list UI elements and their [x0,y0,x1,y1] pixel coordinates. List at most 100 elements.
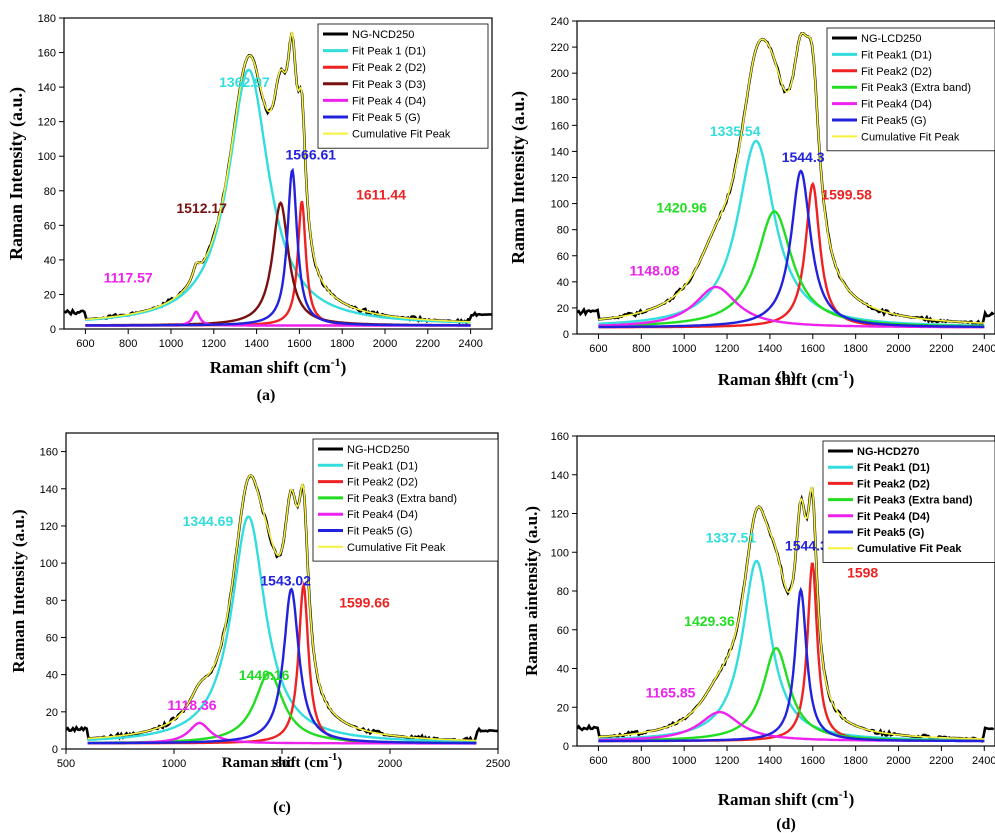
peak-annotation: 1566.61 [285,147,336,163]
y-tick-label: 0 [563,741,569,753]
x-tick-label: 800 [632,343,650,355]
x-tick-label: 1800 [843,755,867,767]
peak-annotation: 1344.69 [183,513,234,529]
x-tick-label: 1200 [202,338,226,350]
series-cumulative-fit [598,485,985,740]
legend: NG-NCD250 Fit Peak 1 (D1) Fit Peak 2 (D2) F… [317,23,489,149]
peak-annotation: 1598 [847,564,878,580]
panel-d: 600 800 1000 1200 1400 1600 1800 2000 2200 2400 0 2… [522,431,995,833]
panel-label: (a) [257,387,276,404]
x-tick-label: 500 [57,758,75,770]
x-tick-label: 1800 [330,338,354,350]
legend-entry: Fit Peak4 (D4) [861,99,932,111]
y-tick-label: 20 [46,707,58,719]
y-tick-label: 120 [40,521,58,533]
x-tick-label: 1200 [715,343,739,355]
legend-entry: Fit Peak3 (Extra band) [857,495,973,507]
series-fit-peak-1 [87,515,477,743]
x-tick-label: 1600 [801,343,825,355]
y-tick-label: 200 [551,68,569,80]
legend-entry: Fit Peak4 (D4) [857,511,930,523]
y-tick-label: 60 [44,220,56,232]
x-tick-label: 1600 [801,755,825,767]
panel-c: 500 1000 1500 2000 2500 0 20 40 60 80 100 120 140 160… [9,432,510,816]
peak-annotation: 1165.85 [646,685,696,701]
legend-entry: Cumulative Fit Peak [861,131,960,143]
legend-entry: Cumulative Fit Peak [857,543,962,555]
legend-entry: Fit Peak 4 (D4) [352,95,426,107]
y-tick-label: 80 [557,225,569,237]
x-tick-label: 1600 [287,338,311,350]
legend-entry: Fit Peak5 (G) [347,526,412,538]
y-tick-label: 240 [551,16,569,28]
y-tick-label: 40 [557,664,569,676]
peak-annotation: 1429.36 [684,613,735,629]
series-fit-peak-5 [598,169,985,329]
x-tick-label: 2000 [886,755,910,767]
y-tick-label: 20 [557,702,569,714]
legend-entry: Fit Peak3 (Extra band) [861,82,971,94]
x-tick-label: 2000 [373,338,397,350]
x-axis-label: Raman shift (cm-1) [718,787,854,809]
x-tick-label: 1800 [843,343,867,355]
x-tick-label: 1400 [758,755,782,767]
x-axis-label: Raman shift (cm-1) [210,355,346,377]
panel-label: (d) [776,816,796,833]
legend-entry: Fit Peak1 (D1) [347,460,418,472]
x-tick-label: 2400 [972,343,995,355]
legend-entry: NG-HCD270 [857,446,919,458]
y-tick-label: 40 [44,255,56,267]
y-tick-label: 100 [551,199,569,211]
x-tick-label: 1200 [715,755,739,767]
peak-annotation: 1599.58 [821,187,872,203]
peak-annotation: 1544.3 [785,537,828,553]
plot-frame [63,17,493,330]
y-tick-label: 20 [44,289,56,301]
y-tick-label: 140 [551,146,569,158]
legend: NG-HCD270 Fit Peak1 (D1) Fit Peak2 (D2) Fit… [822,440,995,563]
y-tick-label: 80 [44,186,56,198]
legend-entry: Fit Peak2 (D2) [857,478,930,490]
legend-entry: Fit Peak3 (Extra band) [347,493,457,505]
y-axis-label: Raman Intensity (a.u.) [6,87,27,260]
legend-entry: NG-LCD250 [861,33,922,45]
peak-annotation: 1440.16 [239,667,290,683]
peak-annotation: 1117.57 [104,269,153,285]
peak-annotation: 1335.54 [710,123,761,139]
y-axis-label: Raman aintensity (a.u.) [522,506,541,676]
panel-a: 600 800 1000 1200 1400 1600 1800 2000 2200 2400 0 2… [6,13,493,404]
x-tick-label: 1000 [672,343,696,355]
x-tick-label: 800 [119,338,137,350]
y-tick-label: 180 [551,94,569,106]
y-tick-label: 120 [38,117,56,129]
y-tick-label: 120 [551,173,569,185]
y-tick-label: 180 [38,13,56,25]
legend-entry: Fit Peak2 (D2) [347,477,418,489]
legend-entry: Cumulative Fit Peak [347,542,446,554]
y-axis-label: Raman Intensity (a.u.) [9,509,28,672]
y-tick-label: 100 [38,151,56,163]
y-tick-label: 40 [46,670,58,682]
panel-b: 600 800 1000 1200 1400 1600 1800 2000 2200 2400 0 2… [508,16,995,389]
y-tick-label: 160 [38,48,56,60]
x-tick-label: 2200 [929,343,953,355]
y-tick-label: 60 [557,251,569,263]
series-cumulative-fit [87,474,477,742]
x-tick-label: 1400 [758,343,782,355]
x-tick-label: 2400 [972,755,995,767]
y-axis-label: Raman Intensity (a.u.) [508,91,529,264]
y-tick-label: 140 [38,82,56,94]
peak-annotation: 1543.02 [260,572,311,588]
peak-annotation: 1599.66 [339,595,390,611]
peak-annotation: 1337.51 [706,530,757,546]
legend-entry: Fit Peak 3 (D3) [352,79,426,91]
peak-annotation: 1148.08 [630,262,680,278]
x-tick-label: 600 [589,755,607,767]
legend: NG-HCD250 Fit Peak1 (D1) Fit Peak2 (D2) Fit… [312,438,499,562]
x-tick-label: 600 [589,343,607,355]
y-tick-label: 60 [46,632,58,644]
y-tick-label: 140 [40,484,58,496]
series-cumulative-fit [85,30,471,323]
legend-entry: Fit Peak5 (G) [857,527,925,539]
y-tick-label: 100 [40,558,58,570]
